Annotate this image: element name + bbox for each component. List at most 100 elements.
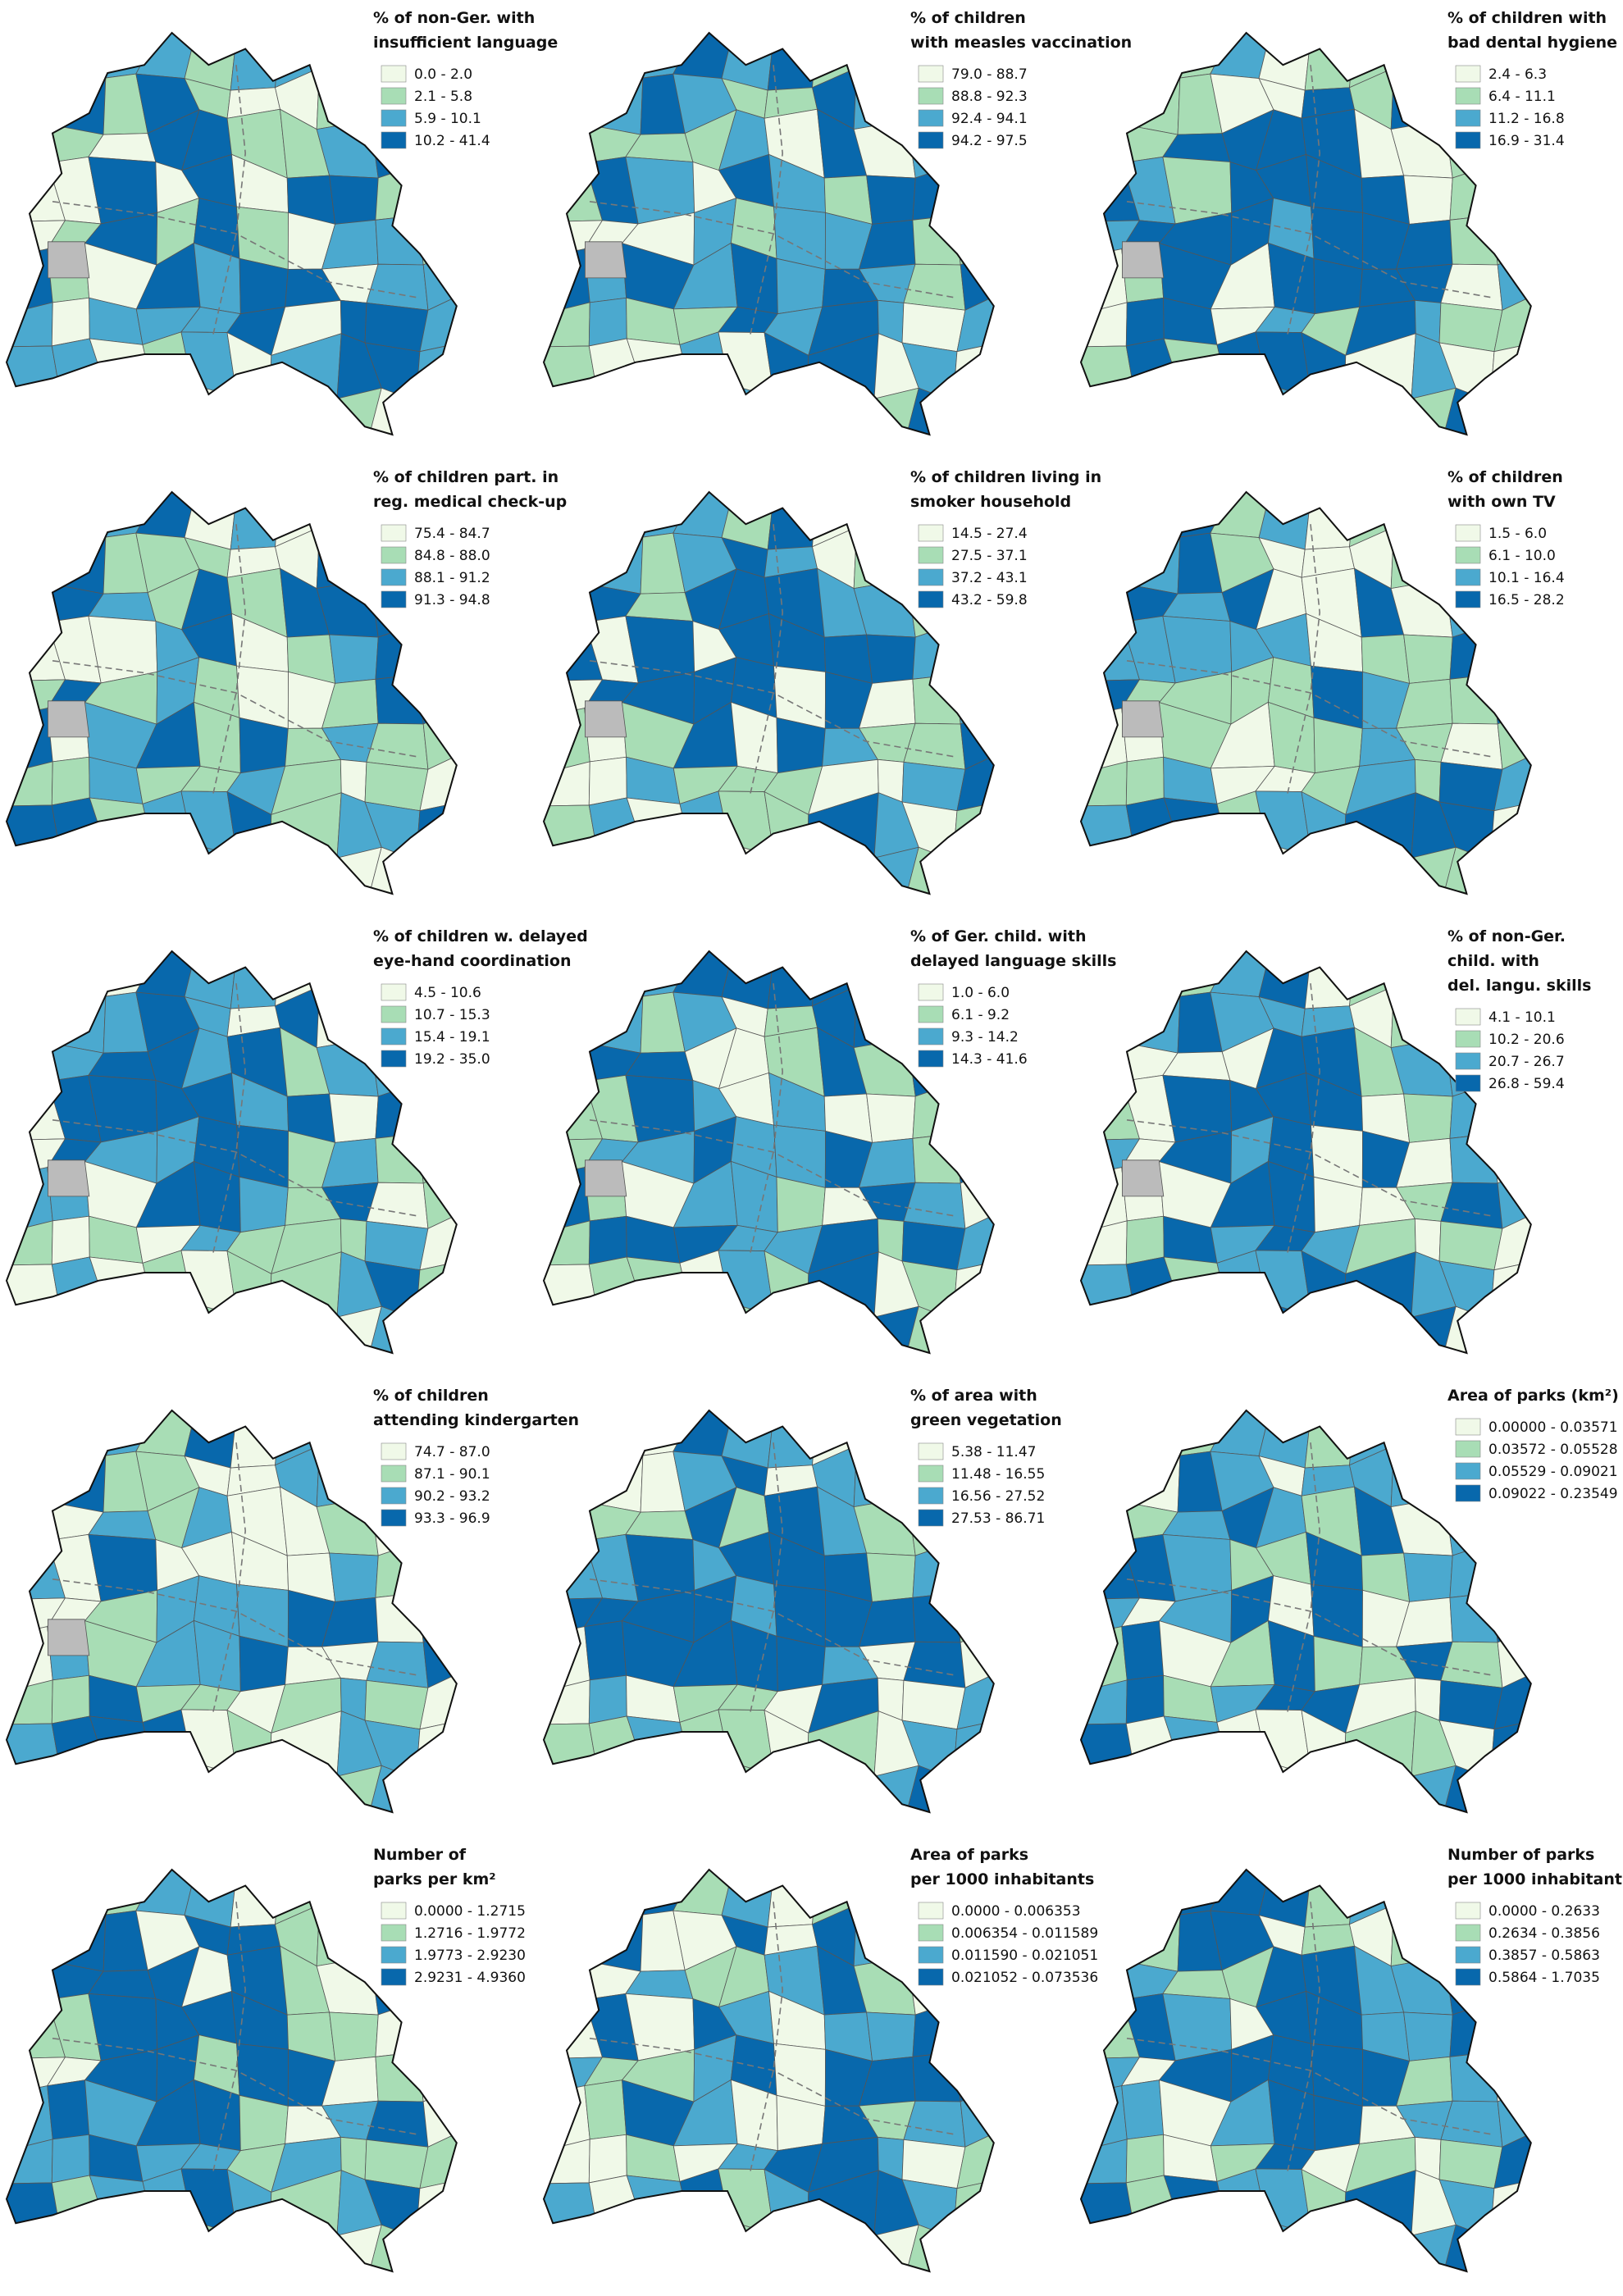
district bbox=[7, 951, 47, 1003]
district bbox=[952, 382, 994, 435]
district bbox=[1483, 626, 1531, 677]
district bbox=[582, 1445, 644, 1513]
legend-label: 92.4 - 94.1 bbox=[951, 111, 1028, 127]
district bbox=[582, 1904, 644, 1972]
district bbox=[7, 2222, 62, 2271]
legend-swatch bbox=[381, 131, 407, 149]
district bbox=[960, 2082, 994, 2148]
district bbox=[1483, 1544, 1531, 1596]
legend-swatch bbox=[918, 983, 944, 1001]
district bbox=[236, 2219, 285, 2271]
legend-label: 5.38 - 11.47 bbox=[951, 1444, 1036, 1460]
district bbox=[422, 704, 457, 770]
district bbox=[1081, 804, 1136, 855]
map-title: Number of bbox=[373, 1846, 467, 1864]
railway bbox=[750, 1442, 784, 1712]
district bbox=[1449, 1132, 1498, 1184]
district bbox=[1489, 1760, 1531, 1812]
legend-label: 20.7 - 26.7 bbox=[1489, 1054, 1565, 1070]
map-panel: Number of parks per km² 0.0000 - 1.2715 1.2… bbox=[5, 1846, 526, 2273]
district bbox=[51, 1674, 90, 1724]
district bbox=[187, 1302, 250, 1353]
district bbox=[39, 33, 107, 79]
district bbox=[544, 986, 592, 1052]
district bbox=[856, 492, 905, 532]
railway bbox=[212, 983, 247, 1253]
legend-label: 10.7 - 15.3 bbox=[414, 1007, 490, 1023]
legend-label: 37.2 - 43.1 bbox=[951, 570, 1028, 586]
district bbox=[316, 1904, 372, 1967]
legend-swatch bbox=[1455, 590, 1481, 608]
legend-label: 15.4 - 19.1 bbox=[414, 1029, 490, 1046]
legend-swatch bbox=[918, 568, 944, 586]
district bbox=[582, 67, 644, 135]
district bbox=[415, 382, 457, 435]
railway bbox=[1126, 201, 1495, 299]
district bbox=[375, 2051, 424, 2102]
district bbox=[97, 1765, 154, 1812]
district bbox=[1122, 2227, 1182, 2271]
district bbox=[39, 1870, 107, 1916]
map-title: smoker household bbox=[910, 493, 1071, 511]
railway bbox=[212, 524, 247, 794]
district bbox=[1444, 119, 1494, 179]
district bbox=[270, 1760, 338, 1812]
railway bbox=[212, 1442, 247, 1712]
district bbox=[952, 841, 994, 894]
map-panel: % of children living in smoker household 1… bbox=[542, 468, 1101, 895]
district bbox=[853, 1904, 909, 1967]
railway bbox=[52, 2038, 421, 2136]
no-data-area bbox=[48, 1159, 90, 1197]
railway bbox=[1287, 1442, 1321, 1712]
district bbox=[370, 119, 420, 179]
district bbox=[417, 1592, 457, 1643]
legend-label: 9.3 - 14.2 bbox=[951, 1029, 1019, 1046]
district bbox=[45, 1445, 107, 1513]
district bbox=[952, 800, 994, 861]
district bbox=[1489, 1260, 1531, 1320]
district bbox=[1081, 1304, 1136, 1353]
district bbox=[544, 1264, 599, 1314]
map-panel: % of children with measles vaccination 79.… bbox=[542, 9, 1132, 436]
legend-label: 4.5 - 10.6 bbox=[414, 985, 481, 1001]
legend-label: 6.4 - 11.1 bbox=[1489, 89, 1556, 105]
map-title: % of children bbox=[373, 1387, 489, 1405]
district bbox=[1390, 67, 1446, 130]
district bbox=[946, 1544, 994, 1596]
district bbox=[1440, 722, 1503, 770]
railway bbox=[589, 2038, 958, 2136]
district bbox=[1119, 1445, 1181, 1513]
no-data-area bbox=[585, 700, 627, 738]
railway bbox=[1287, 524, 1321, 794]
district bbox=[1403, 1093, 1453, 1143]
district bbox=[48, 1309, 107, 1353]
district bbox=[415, 1260, 457, 1320]
district bbox=[576, 1410, 644, 1456]
legend-swatch bbox=[918, 65, 944, 83]
district bbox=[408, 1085, 457, 1137]
district bbox=[773, 1301, 822, 1353]
district bbox=[1226, 384, 1267, 435]
district bbox=[807, 382, 875, 435]
legend-swatch bbox=[381, 1902, 407, 1920]
district bbox=[912, 214, 961, 266]
map-panel: % of non-Ger. with insufficient language 0… bbox=[5, 9, 558, 436]
district bbox=[585, 2227, 645, 2271]
district bbox=[955, 1133, 994, 1184]
legend-swatch bbox=[1455, 1484, 1481, 1502]
district bbox=[1121, 1620, 1165, 1681]
district bbox=[582, 986, 644, 1054]
legend-swatch bbox=[1455, 1462, 1481, 1480]
district bbox=[1119, 1904, 1181, 1972]
district bbox=[1081, 2182, 1136, 2233]
legend-label: 94.2 - 97.5 bbox=[951, 133, 1028, 149]
railway bbox=[750, 1902, 784, 2171]
district bbox=[422, 1623, 457, 1688]
legend-label: 0.011590 - 0.021051 bbox=[951, 1947, 1098, 1964]
legend-label: 2.9231 - 4.9360 bbox=[414, 1970, 526, 1986]
district bbox=[1492, 2052, 1531, 2102]
map-title: eye-hand coordination bbox=[373, 952, 572, 970]
district bbox=[415, 341, 457, 402]
legend-label: 1.9773 - 2.9230 bbox=[414, 1947, 526, 1964]
legend-label: 79.0 - 88.7 bbox=[951, 66, 1028, 83]
